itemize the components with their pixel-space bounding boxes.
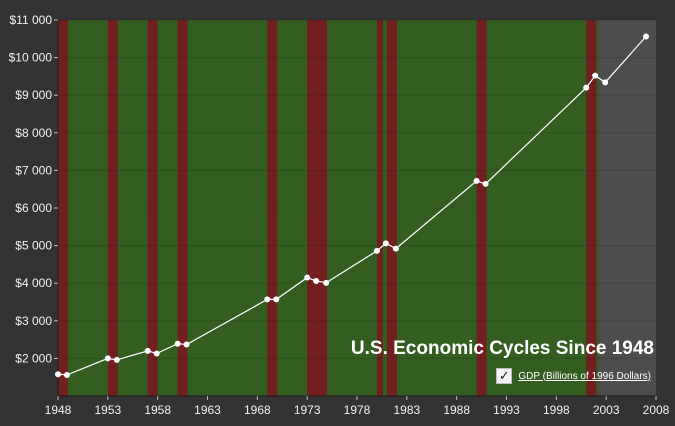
gdp-series <box>55 33 650 378</box>
gdp-data-point <box>264 296 271 303</box>
y-tick-label: $6 000 <box>15 201 52 215</box>
legend-checkbox[interactable]: ✓ <box>496 368 513 384</box>
gdp-line <box>57 36 647 376</box>
recession-band <box>58 20 68 396</box>
recession-band <box>147 20 158 396</box>
x-tick-label: 1983 <box>393 403 420 417</box>
gdp-data-point <box>273 296 280 303</box>
x-tick-label: 1973 <box>294 403 321 417</box>
y-tick-label: $2 000 <box>15 351 52 365</box>
y-tick-label: $8 000 <box>15 126 52 140</box>
x-tick-label: 1953 <box>94 403 121 417</box>
gdp-data-point <box>104 355 111 362</box>
gdp-data-point <box>382 240 389 247</box>
recession-band <box>386 20 397 396</box>
recession-band <box>586 20 597 396</box>
x-tick-label: 1988 <box>443 403 470 417</box>
legend-label-gdp[interactable]: GDP (Billions of 1996 Dollars) <box>518 370 651 382</box>
x-tick-label: 1963 <box>194 403 221 417</box>
gridlines <box>58 19 656 359</box>
x-tick-label: 1958 <box>144 403 171 417</box>
gdp-data-point <box>592 72 599 79</box>
x-tick-label: 1998 <box>543 403 570 417</box>
gdp-data-point <box>183 341 190 348</box>
x-tick-label: 1948 <box>45 403 72 417</box>
y-tick-label: $10 000 <box>9 51 53 65</box>
gdp-data-point <box>304 274 311 281</box>
gdp-data-point <box>482 180 489 187</box>
recession-band <box>476 20 487 396</box>
x-tick-labels: 1948 1953 1958 1963 1968 1973 1978 1983 1988 1993… <box>45 403 670 417</box>
y-tick-label: $9 000 <box>15 88 52 102</box>
y-tick-label: $3 000 <box>15 314 52 328</box>
gdp-data-point <box>643 33 650 40</box>
y-tick-label: $5 000 <box>15 239 52 253</box>
gdp-data-point <box>473 177 480 184</box>
recession-band <box>376 20 383 396</box>
gdp-data-point <box>144 347 151 354</box>
recession-band <box>177 20 188 396</box>
x-tick-label: 2008 <box>643 403 670 417</box>
x-tick-label: 2003 <box>593 403 620 417</box>
legend[interactable]: ✓ GDP (Billions of 1996 Dollars) <box>496 368 651 384</box>
gdp-data-point <box>174 340 181 347</box>
gdp-data-point <box>323 279 330 286</box>
gdp-data-point <box>55 371 61 378</box>
checkmark-icon: ✓ <box>498 368 510 383</box>
y-tick-label: $11 000 <box>10 13 53 27</box>
gdp-data-point <box>153 350 160 357</box>
gdp-data-point <box>602 79 609 86</box>
y-tick-label: $4 000 <box>15 276 52 290</box>
gdp-data-point <box>373 247 380 254</box>
gdp-data-point <box>392 245 399 252</box>
gdp-data-point <box>63 371 70 378</box>
gdp-data-point <box>583 84 590 91</box>
cycle-bands <box>58 20 656 396</box>
x-tick-label: 1968 <box>244 403 271 417</box>
y-tick-label: $7 000 <box>15 163 52 177</box>
chart-title: U.S. Economic Cycles Since 1948 <box>350 338 654 359</box>
gdp-data-point <box>313 277 320 284</box>
recession-band <box>267 20 278 396</box>
x-tick-label: 1993 <box>493 403 520 417</box>
recession-band <box>307 20 328 396</box>
y-tick-labels: $2 000 $3 000 $4 000 $5 000 $6 000 $7 000 $8 0… <box>9 13 53 365</box>
x-tick-label: 1978 <box>344 403 371 417</box>
gdp-data-point <box>113 356 120 363</box>
axes <box>54 19 657 400</box>
recession-band <box>107 20 118 396</box>
